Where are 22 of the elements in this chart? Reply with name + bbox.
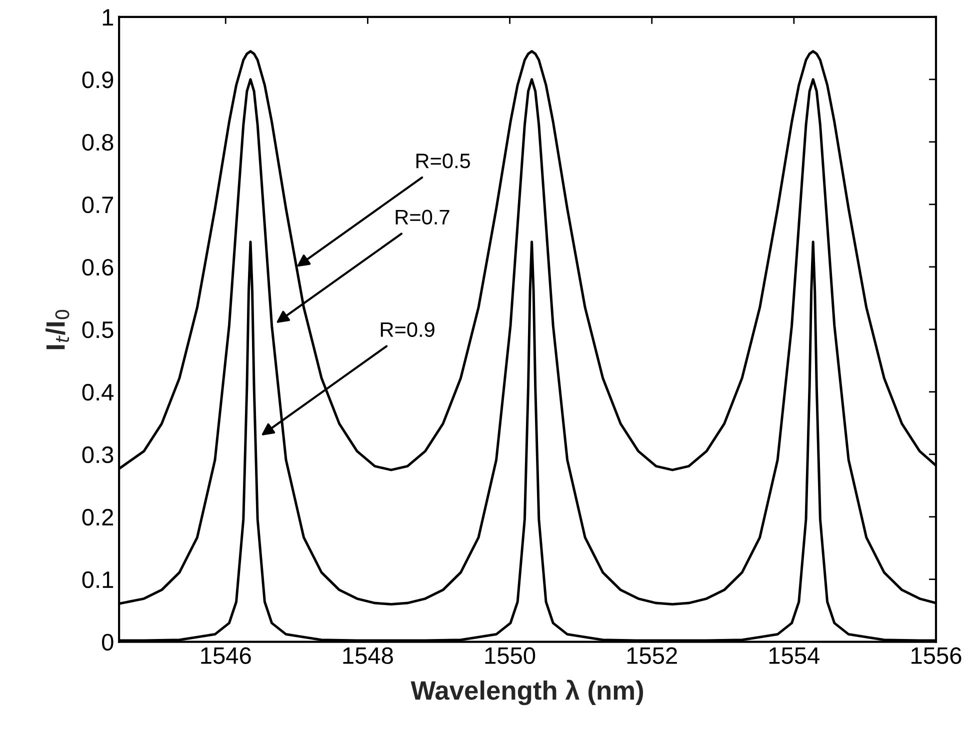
y-tick-label: 0.1 <box>82 571 114 588</box>
x-axis-title: Wavelength λ (nm) <box>410 680 644 706</box>
x-tick-label: 1546 <box>201 647 251 664</box>
annotation: R=0.9 <box>380 322 434 338</box>
y-tick-label: 0.6 <box>82 258 114 276</box>
y-tick-label: 0.8 <box>82 134 114 151</box>
x-tick-label: 1548 <box>343 647 393 664</box>
y-tick-label: 0.5 <box>82 321 114 338</box>
x-tick-label: 1554 <box>769 648 820 664</box>
annotation: R=0.7 <box>396 210 450 225</box>
y-tick-label: 0.7 <box>82 196 114 214</box>
y-tick-label: 1 <box>102 9 114 26</box>
annotation: R=0.5 <box>416 154 470 168</box>
y-tick-label: 0.2 <box>82 508 114 526</box>
x-tick-label: 1550 <box>485 647 536 664</box>
x-tick-label: 1556 <box>912 647 962 664</box>
x-tick-label: 1552 <box>627 647 677 664</box>
y-tick-label: 0.9 <box>82 71 114 88</box>
y-tick-label: 0.4 <box>82 384 114 401</box>
y-tick-label: 0 <box>102 634 114 651</box>
y-axis-title: I$_{t}$/I$_{0}$ <box>46 310 70 350</box>
y-tick-label: 0.3 <box>82 446 114 464</box>
